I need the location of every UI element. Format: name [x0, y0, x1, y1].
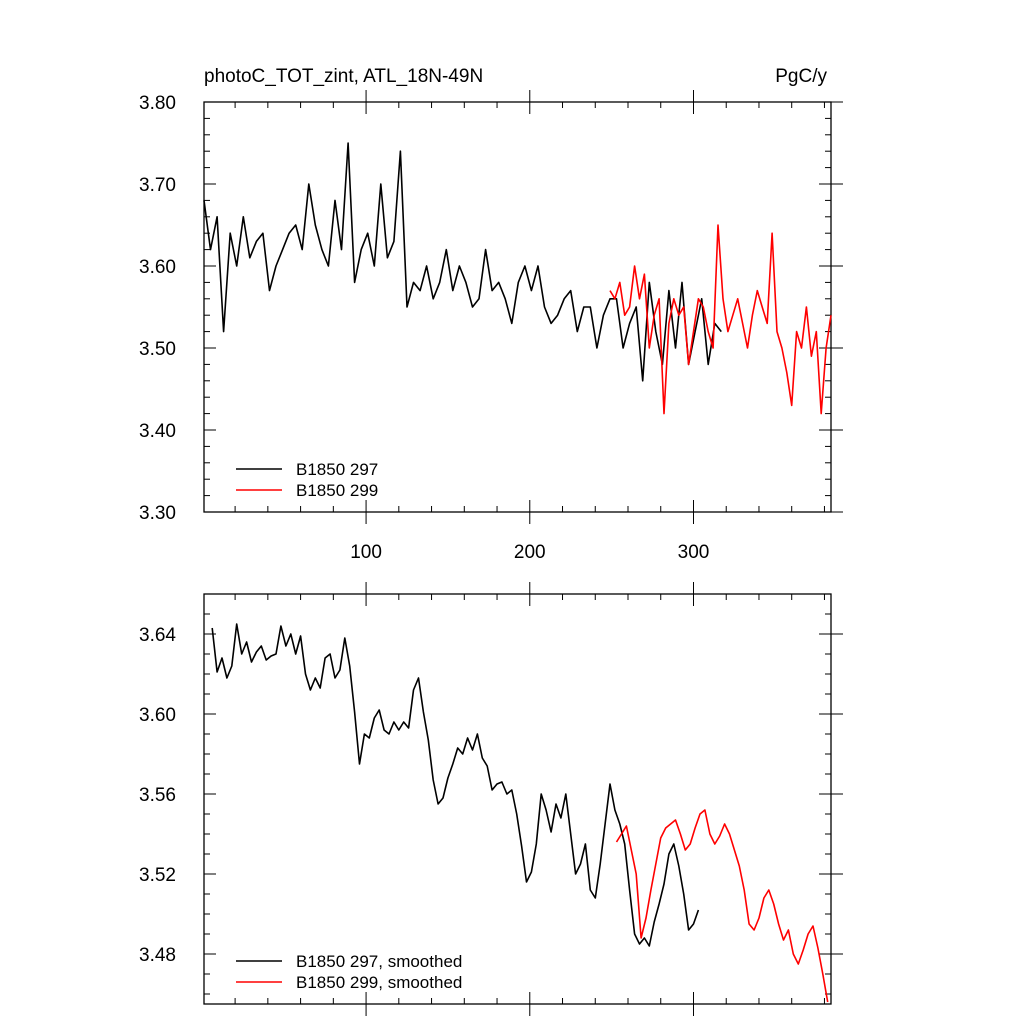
legend-label-297-smoothed: B1850 297, smoothed — [296, 952, 462, 971]
chart-title: photoC_TOT_zint, ATL_18N-49N — [204, 66, 483, 87]
y-tick-label: 3.52 — [139, 865, 176, 886]
x-tick-label: 300 — [678, 542, 710, 563]
y-tick-label: 3.56 — [139, 785, 176, 806]
units-label: PgC/y — [775, 66, 827, 87]
x-tick-label: 100 — [350, 542, 382, 563]
y-tick-label: 3.64 — [139, 625, 176, 646]
y-tick-label: 3.60 — [139, 705, 176, 726]
top-ticks: 100 200 300 3.30 3.40 3.50 3.60 3.70 3.80 — [139, 90, 843, 563]
bottom-plot-frame — [203, 593, 832, 1005]
panel-bottom: 3.48 3.52 3.56 3.60 3.64 B1850 297, smoothed… — [139, 582, 843, 1016]
y-tick-label: 3.70 — [139, 175, 176, 196]
bottom-series-lines — [211, 623, 829, 1003]
bottom-ticks: 3.48 3.52 3.56 3.60 3.64 — [139, 582, 843, 1016]
y-tick-label: 3.60 — [139, 257, 176, 278]
legend-label-297: B1850 297 — [296, 460, 378, 479]
top-legend: B1850 297 B1850 299 — [236, 460, 378, 500]
panel-top: photoC_TOT_zint, ATL_18N-49N PgC/y 100 20… — [139, 66, 843, 563]
bottom-legend: B1850 297, smoothed B1850 299, smoothed — [236, 952, 462, 992]
top-series-lines — [203, 142, 832, 415]
legend-label-299: B1850 299 — [296, 481, 378, 500]
y-tick-label: 3.80 — [139, 93, 176, 114]
bottom-series-line-297 — [211, 623, 700, 947]
y-tick-label: 3.40 — [139, 421, 176, 442]
top-series-line-299 — [609, 224, 832, 415]
legend-label-299-smoothed: B1850 299, smoothed — [296, 973, 462, 992]
x-tick-label: 200 — [514, 542, 546, 563]
top-plot-frame — [203, 101, 832, 513]
y-tick-label: 3.30 — [139, 503, 176, 524]
bottom-series-line-299 — [615, 809, 829, 1003]
y-tick-label: 3.50 — [139, 339, 176, 360]
y-tick-label: 3.48 — [139, 945, 176, 966]
top-series-line-297 — [203, 142, 722, 382]
